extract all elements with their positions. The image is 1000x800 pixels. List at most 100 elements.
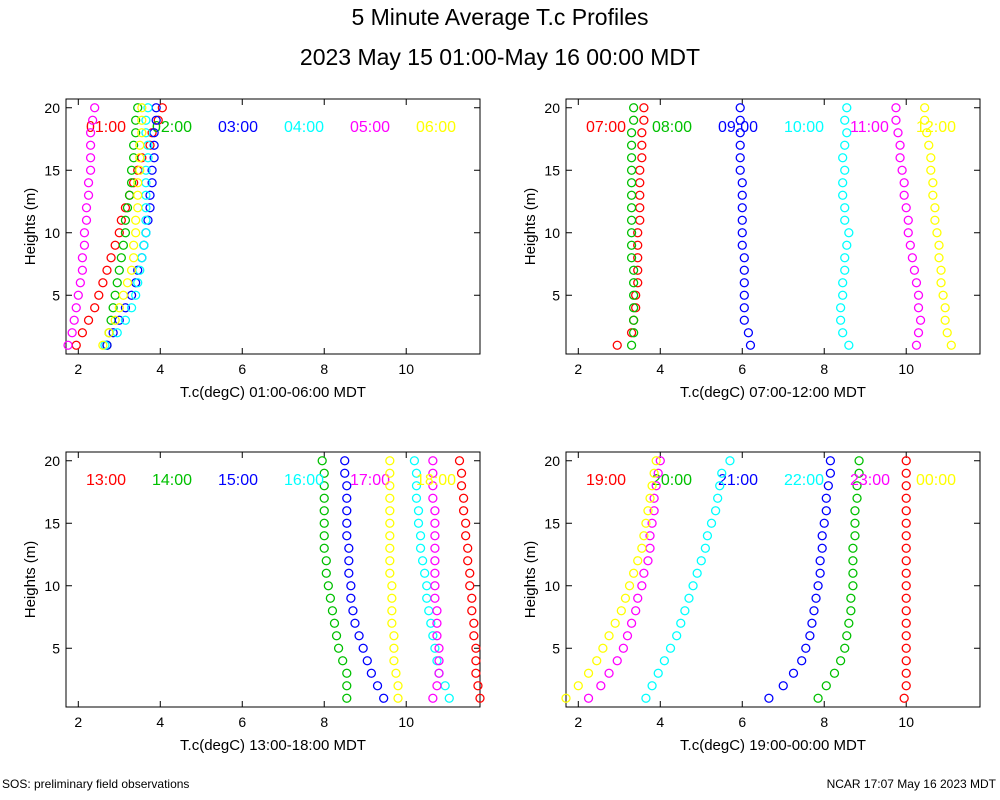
plot-frame [565, 451, 981, 708]
data-point [465, 568, 475, 578]
data-point [891, 115, 901, 125]
data-point [735, 153, 745, 163]
data-point [801, 643, 811, 653]
data-point [413, 518, 424, 528]
data-point [778, 681, 788, 691]
data-point [901, 656, 911, 666]
data-point [385, 493, 395, 503]
data-point [430, 568, 440, 578]
data-point [342, 493, 352, 503]
data-point [813, 581, 823, 591]
x-axis-label: T.c(degC) 01:00-06:00 MDT [180, 384, 366, 401]
data-point [645, 531, 655, 541]
data-point [126, 165, 137, 175]
data-point [128, 140, 139, 150]
data-point [430, 506, 440, 516]
data-point [903, 215, 913, 225]
data-point [319, 506, 329, 516]
data-point [83, 315, 94, 325]
data-point [604, 668, 614, 678]
y-tick-label: 15 [544, 162, 560, 178]
data-point [715, 481, 725, 491]
data-point [823, 481, 833, 491]
data-point [901, 481, 911, 491]
y-tick-label: 20 [44, 453, 60, 469]
data-point [319, 468, 329, 478]
data-point [739, 265, 749, 275]
data-point [461, 518, 471, 528]
data-point [809, 606, 819, 616]
y-tick-label: 15 [544, 515, 560, 531]
data-point [938, 290, 948, 300]
data-point [321, 568, 331, 578]
data-point [98, 278, 108, 288]
data-point [393, 681, 403, 691]
data-point [610, 618, 620, 628]
data-point [131, 228, 141, 238]
data-point [317, 456, 327, 466]
data-point [83, 190, 94, 200]
data-point [420, 568, 430, 578]
data-point [385, 531, 395, 541]
x-tick-label: 8 [820, 361, 828, 377]
data-point [344, 543, 354, 553]
data-point [639, 103, 649, 113]
data-point [342, 668, 352, 678]
data-point [137, 253, 147, 263]
data-point [633, 240, 643, 250]
data-point [71, 303, 81, 313]
data-point [626, 253, 637, 263]
data-point [73, 290, 83, 300]
x-tick-label: 10 [398, 714, 414, 730]
data-point [428, 481, 438, 491]
y-tick-label: 10 [44, 225, 60, 241]
data-point [633, 228, 643, 238]
data-point [628, 328, 639, 338]
data-point [854, 468, 864, 478]
x-tick-label: 10 [898, 361, 914, 377]
data-point [409, 456, 420, 466]
data-point [110, 315, 120, 325]
data-point [120, 215, 131, 225]
data-point [137, 115, 147, 125]
data-point [342, 693, 352, 703]
data-point [149, 140, 159, 150]
data-point [628, 303, 639, 313]
data-point [391, 668, 401, 678]
data-point [573, 681, 583, 691]
data-point [807, 618, 817, 628]
data-point [901, 543, 911, 553]
data-point [440, 681, 450, 691]
data-point [647, 481, 657, 491]
data-point [141, 228, 151, 238]
data-point [358, 643, 368, 653]
data-point [710, 506, 721, 516]
data-point [903, 228, 913, 238]
data-point [342, 681, 352, 691]
y-tick-label: 20 [544, 453, 560, 469]
data-point [616, 606, 626, 616]
data-point [840, 643, 850, 653]
data-point [622, 631, 633, 641]
data-point [133, 203, 143, 213]
data-point [817, 531, 827, 541]
data-point [737, 203, 747, 213]
data-point [583, 693, 594, 703]
legend-label: 14:00 [152, 472, 192, 489]
data-point [596, 681, 606, 691]
data-point [628, 290, 639, 300]
data-point [145, 203, 155, 213]
data-point [633, 265, 643, 275]
legend-label: 03:00 [218, 119, 258, 136]
data-point [842, 103, 852, 113]
data-point [928, 178, 938, 188]
data-point [434, 668, 444, 678]
data-point [430, 581, 440, 591]
data-point [151, 115, 161, 125]
data-point [633, 278, 643, 288]
chart-panel-3: 2 4 6 8 10 5 10 15 20 T.c(degC) 13:00-18:00 MDT He… [22, 451, 485, 754]
y-axis-label: Heights (m) [22, 541, 39, 619]
data-point [628, 115, 639, 125]
data-point [430, 543, 440, 553]
data-point [63, 340, 73, 350]
